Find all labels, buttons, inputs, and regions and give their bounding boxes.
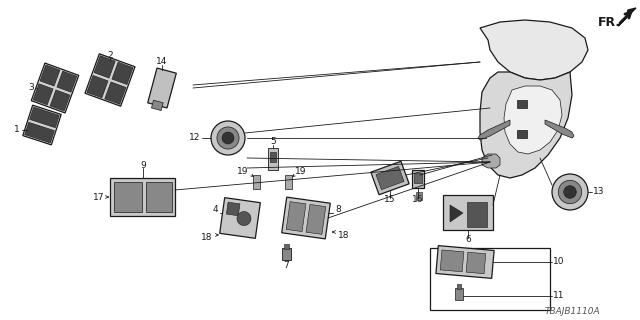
Bar <box>112 62 133 84</box>
Bar <box>270 152 276 162</box>
Text: 15: 15 <box>384 196 396 204</box>
Bar <box>306 204 326 234</box>
Bar <box>412 170 424 188</box>
Bar <box>443 195 493 230</box>
Text: 3: 3 <box>28 84 34 92</box>
Text: 13: 13 <box>593 188 605 196</box>
Bar <box>114 182 142 212</box>
Text: 17: 17 <box>93 193 104 202</box>
Text: 6: 6 <box>465 236 471 244</box>
Bar <box>457 284 461 289</box>
Circle shape <box>552 174 588 210</box>
Text: 4: 4 <box>212 205 218 214</box>
Bar <box>220 198 260 238</box>
Text: 18: 18 <box>338 230 349 239</box>
Bar <box>467 202 487 227</box>
Bar <box>146 182 172 212</box>
Bar <box>110 178 175 216</box>
Text: 16: 16 <box>412 196 424 204</box>
Text: FR.: FR. <box>598 15 621 28</box>
Bar <box>31 63 79 113</box>
Bar <box>87 76 108 98</box>
Bar <box>285 175 292 189</box>
Bar <box>517 130 527 138</box>
Polygon shape <box>482 154 500 168</box>
Bar <box>57 71 77 92</box>
Text: 11: 11 <box>553 292 564 300</box>
Bar <box>148 68 176 108</box>
Bar <box>440 250 464 272</box>
Circle shape <box>217 127 239 149</box>
Polygon shape <box>545 120 574 138</box>
Polygon shape <box>450 205 463 222</box>
Bar <box>253 175 260 189</box>
Bar <box>282 197 330 239</box>
Text: 2: 2 <box>107 51 113 60</box>
Text: TBAJB1110A: TBAJB1110A <box>545 308 600 316</box>
Bar <box>416 192 422 200</box>
Bar <box>430 248 550 310</box>
Bar <box>517 100 527 108</box>
Bar <box>25 122 54 143</box>
Circle shape <box>222 132 234 144</box>
Text: 19: 19 <box>295 167 307 177</box>
Bar <box>50 90 70 111</box>
Bar <box>284 244 289 249</box>
Circle shape <box>237 212 251 226</box>
Bar <box>227 202 240 216</box>
Bar <box>29 107 60 128</box>
Polygon shape <box>504 86 562 154</box>
Text: 8: 8 <box>335 205 340 214</box>
Text: 9: 9 <box>140 161 146 170</box>
Circle shape <box>564 186 576 198</box>
Bar <box>23 105 61 145</box>
Bar <box>33 84 53 105</box>
Text: 10: 10 <box>553 258 564 267</box>
Text: 5: 5 <box>270 138 276 147</box>
Text: 12: 12 <box>189 133 200 142</box>
Text: 18: 18 <box>200 234 212 243</box>
Bar <box>414 173 422 183</box>
Bar <box>455 288 463 300</box>
Bar <box>371 161 409 195</box>
Bar <box>152 100 163 110</box>
Circle shape <box>558 180 582 204</box>
Circle shape <box>211 121 245 155</box>
Bar <box>466 252 486 274</box>
Bar <box>85 54 135 106</box>
Text: 19: 19 <box>237 167 248 177</box>
Bar <box>105 82 126 104</box>
Bar <box>436 246 494 278</box>
Bar <box>282 248 291 260</box>
Bar <box>268 148 278 170</box>
Bar <box>286 202 306 232</box>
Bar <box>376 166 404 190</box>
Text: 14: 14 <box>156 58 168 67</box>
Polygon shape <box>618 8 636 26</box>
Bar <box>94 56 115 78</box>
Polygon shape <box>480 72 572 178</box>
Text: 1: 1 <box>14 125 20 134</box>
Polygon shape <box>478 120 510 140</box>
Text: 7: 7 <box>283 261 289 270</box>
Bar <box>40 65 60 86</box>
Polygon shape <box>480 20 588 80</box>
